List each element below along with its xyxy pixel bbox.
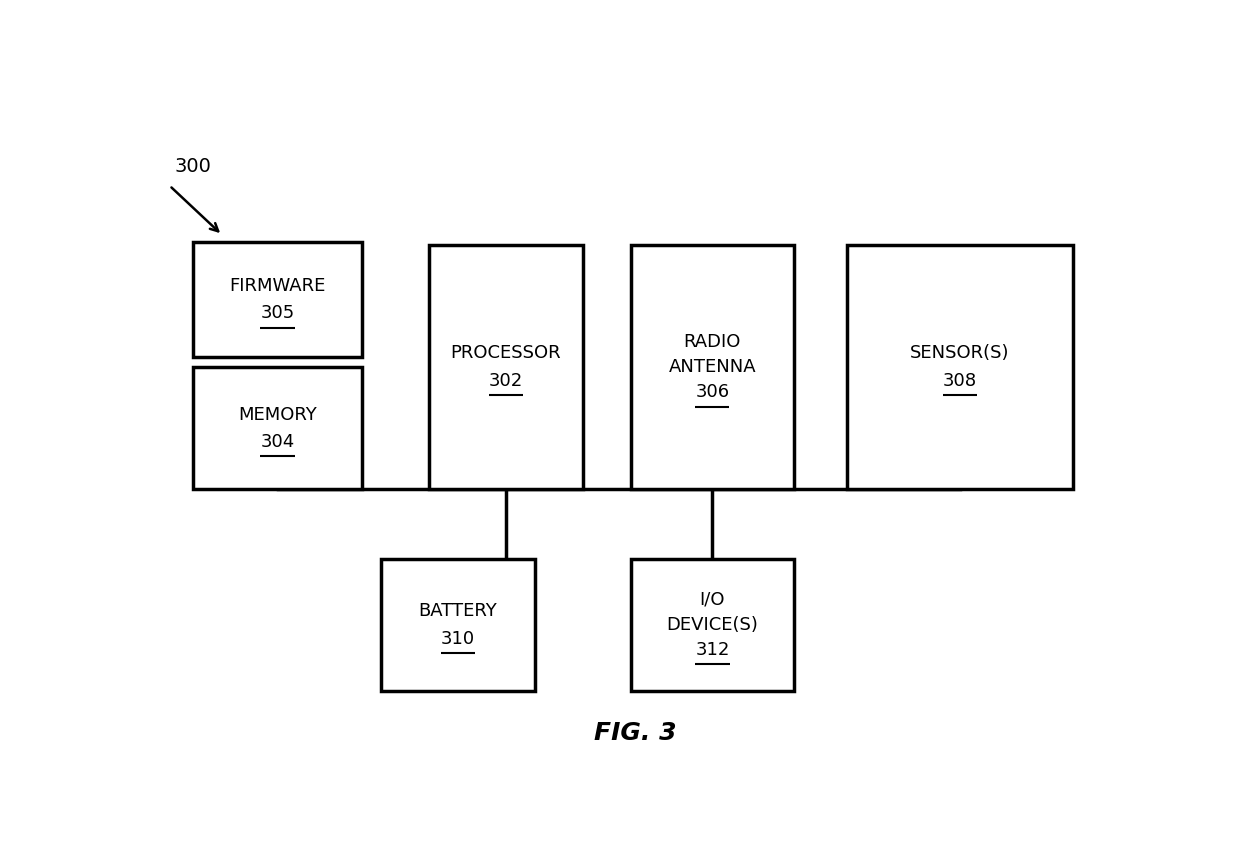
Bar bbox=[193, 242, 362, 357]
Text: FIRMWARE: FIRMWARE bbox=[229, 276, 326, 294]
Text: FIG. 3: FIG. 3 bbox=[594, 721, 677, 745]
Bar bbox=[429, 245, 583, 489]
Text: ANTENNA: ANTENNA bbox=[668, 359, 756, 376]
Text: RADIO: RADIO bbox=[683, 333, 742, 351]
Text: 312: 312 bbox=[696, 641, 729, 659]
Bar bbox=[381, 559, 534, 691]
Text: 302: 302 bbox=[489, 372, 523, 390]
Text: 310: 310 bbox=[440, 630, 475, 648]
Text: 306: 306 bbox=[696, 384, 729, 402]
Text: BATTERY: BATTERY bbox=[418, 602, 497, 620]
Bar bbox=[193, 367, 362, 489]
Bar bbox=[847, 245, 1073, 489]
Text: MEMORY: MEMORY bbox=[238, 406, 317, 424]
Text: 305: 305 bbox=[260, 305, 295, 323]
Text: 308: 308 bbox=[942, 372, 977, 390]
Bar bbox=[631, 245, 794, 489]
Text: I/O: I/O bbox=[699, 591, 725, 609]
Text: PROCESSOR: PROCESSOR bbox=[450, 344, 560, 362]
Bar bbox=[631, 559, 794, 691]
Text: DEVICE(S): DEVICE(S) bbox=[666, 616, 759, 634]
Text: 300: 300 bbox=[174, 157, 211, 176]
Text: SENSOR(S): SENSOR(S) bbox=[910, 344, 1009, 362]
Text: 304: 304 bbox=[260, 433, 295, 451]
